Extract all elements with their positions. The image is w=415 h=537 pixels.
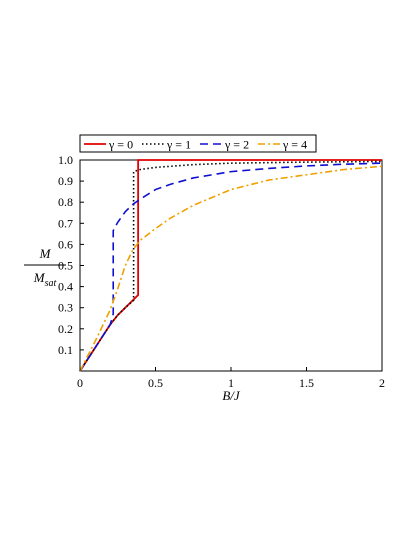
x-tick-label: 1 [228,376,234,390]
legend-label-3: γ = 2 [224,138,249,152]
y-tick-label: 0.4 [58,280,73,294]
legend-label-4: γ = 4 [282,138,307,152]
y-tick-label: 0.9 [58,174,73,188]
y-axis-label: M Msat [24,246,66,289]
y-axis-label-denominator: Msat [33,270,57,289]
legend-box [79,134,317,153]
y-axis-label-denominator-main: M [33,270,46,285]
x-tick-label: 0 [77,376,83,390]
y-tick-label: 0.7 [58,216,73,230]
legend-label-2: γ = 1 [166,138,191,152]
x-tick-label: 2 [379,376,385,390]
x-tick-label: 0.5 [148,376,163,390]
series-line-4 [79,165,383,372]
y-tick-label: 0.8 [58,195,73,209]
y-tick-label: 0.6 [58,237,73,251]
series-layer [79,159,383,372]
series-line-3 [79,162,383,372]
y-axis-label-denominator-sub: sat [45,278,57,289]
y-axis-label-numerator: M [39,246,52,261]
y-tick-label: 1.0 [58,153,73,167]
axes-layer: 0 0.5 1 1.5 20.10.20.30.40.50.60.70.80.91.0 [58,153,385,390]
chart-legend: γ = 0 γ = 1 γ = 2 γ = 4 [79,134,317,153]
y-tick-label: 0.1 [58,343,73,357]
y-tick-label: 0.3 [58,301,73,315]
series-line-2 [79,160,383,372]
y-tick-label: 0.2 [58,322,73,336]
x-axis-label: B/J [222,388,241,403]
x-tick-label: 1.5 [299,376,314,390]
legend-label-1: γ = 0 [108,138,133,152]
